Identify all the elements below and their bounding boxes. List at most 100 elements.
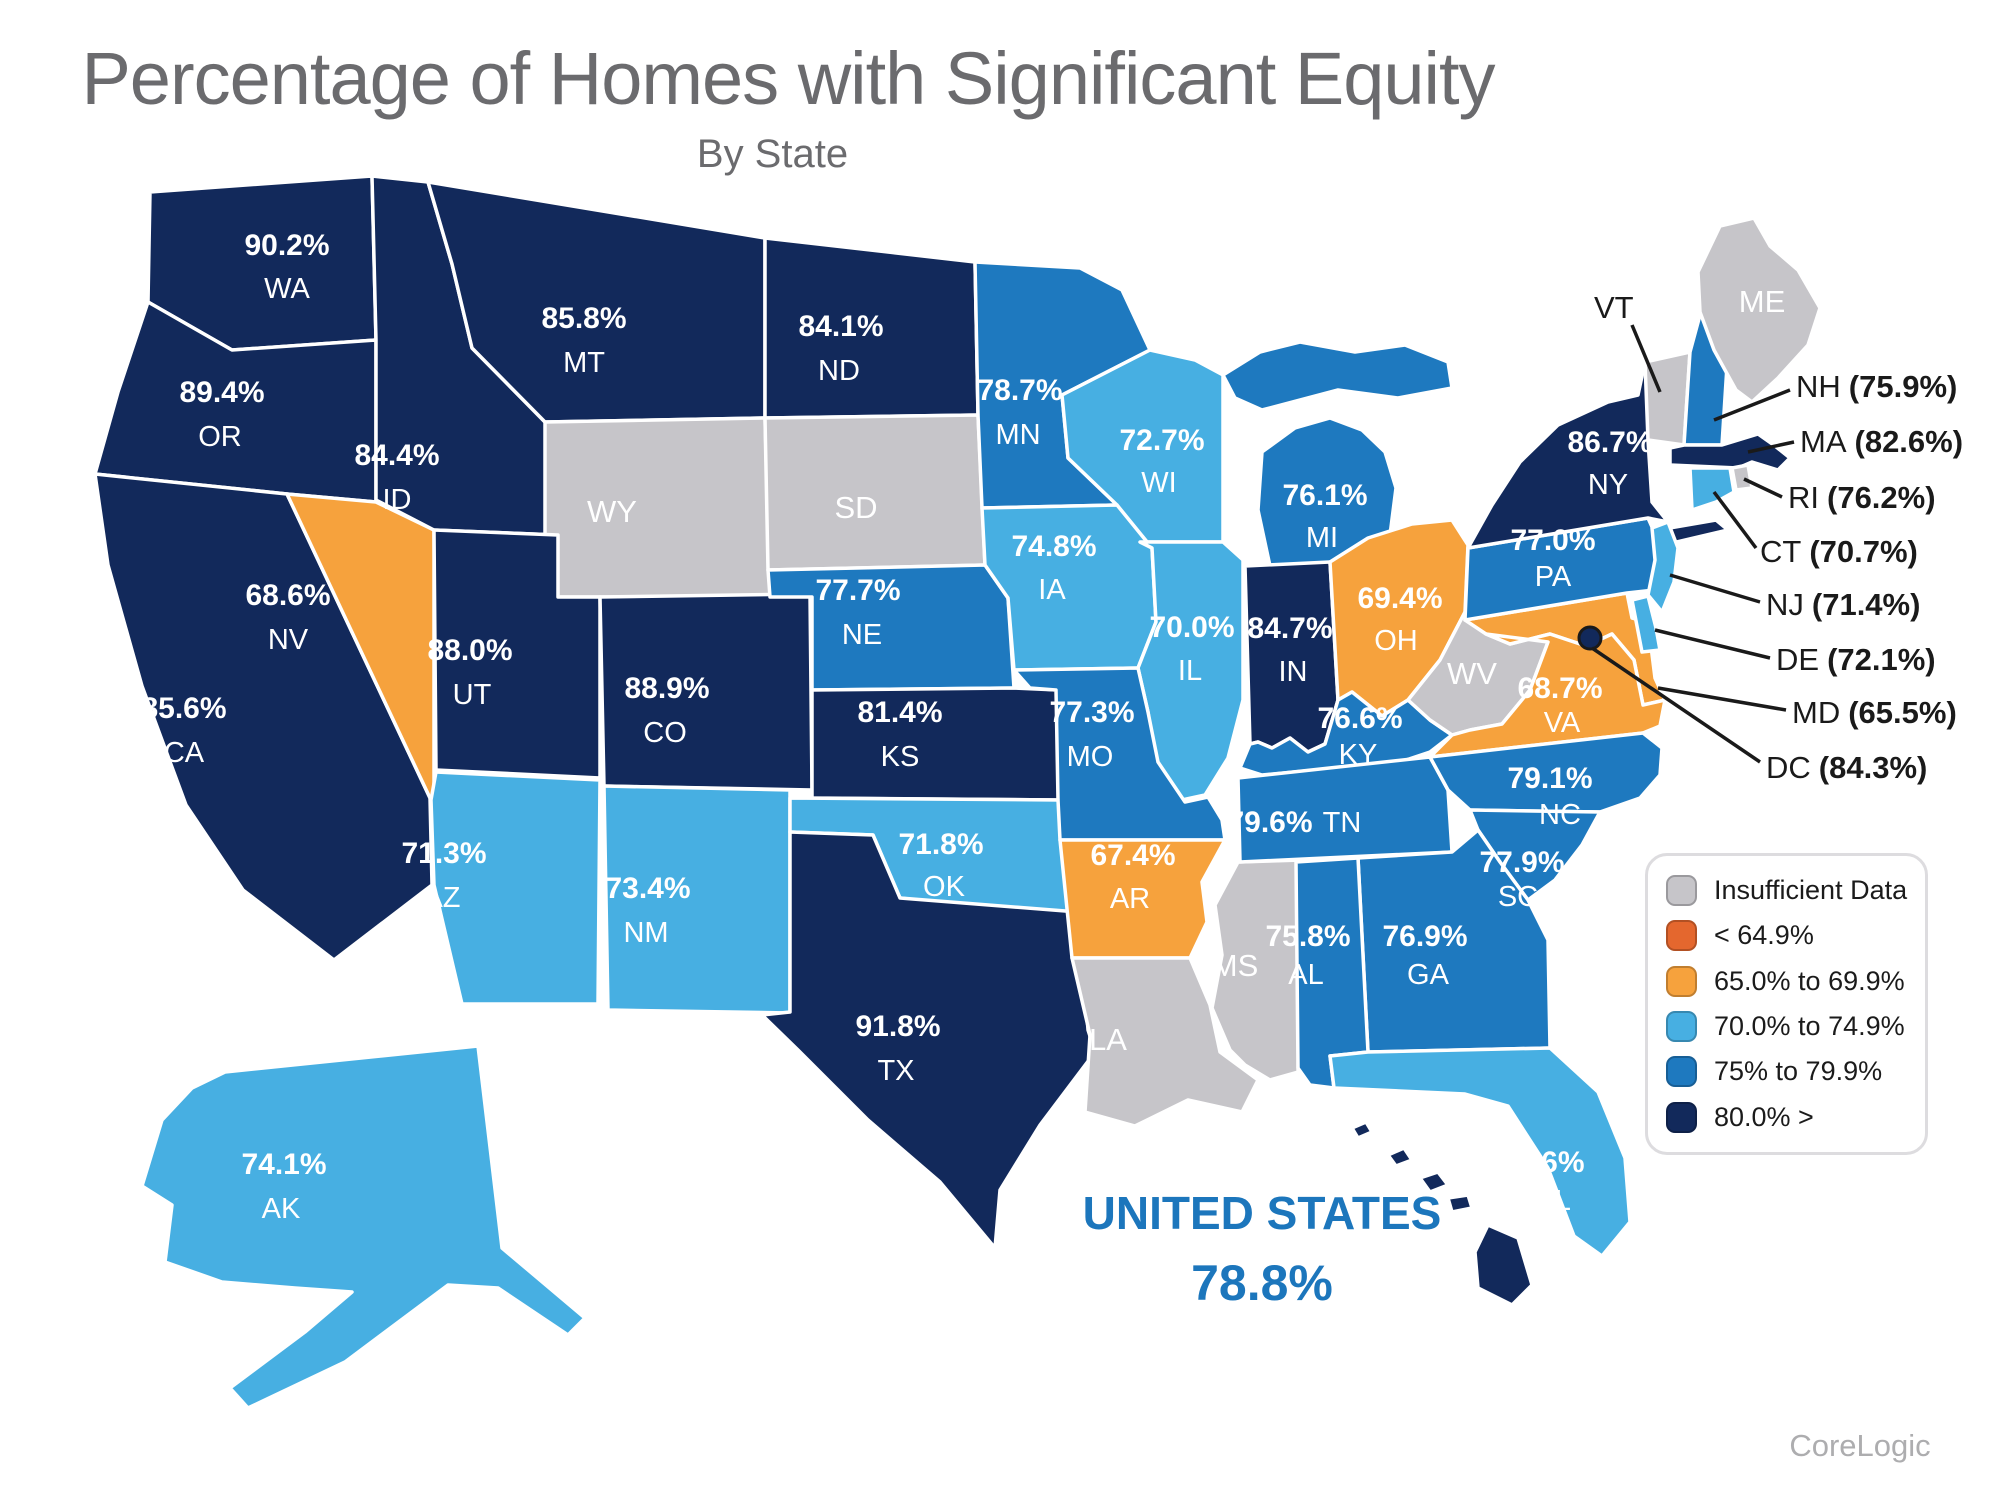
ar-value: 67.4% [1090,839,1175,872]
state-nc [1428,731,1664,814]
legend-label: < 64.9% [1714,920,1814,951]
sd-abbr: SD [834,490,877,525]
legend-swatch-75-to-79-9 [1666,1056,1697,1088]
legend-label: 80.0% > [1714,1101,1814,1132]
legend-swatch-65-to-69-9 [1666,965,1697,997]
mo-abbr: MO [1067,741,1114,773]
ky-abbr: KY [1339,739,1378,771]
ca-value: 85.6% [141,692,226,725]
wa-abbr: WA [264,273,310,305]
nv-abbr: NV [268,624,309,656]
me-abbr: ME [1739,284,1786,319]
il-abbr: IL [1178,655,1202,687]
ks-abbr: KS [881,741,920,773]
state-mi-upper [1221,340,1454,412]
ma-callout-label: MA (82.6%) [1800,424,1963,459]
tn-value: 79.6% [1227,806,1312,839]
nh-callout-label: NH (75.9%) [1796,369,1957,404]
nj-callout-line [1669,573,1761,604]
state-value-labels: 90.2% WA 89.4% OR 85.6% CA 84.4% ID 68.6… [141,229,1785,1321]
md-callout-line [1657,686,1787,712]
va-abbr: VA [1544,707,1581,739]
legend-item-75-to-79-9: 75% to 79.9% [1666,1056,1925,1088]
fl-value: 73.6% [1499,1146,1584,1179]
la-abbr: LA [1089,1022,1127,1057]
dc-callout-line [1591,646,1761,764]
ms-abbr: MS [1212,948,1259,983]
state-hi-island-3 [1418,1170,1450,1194]
state-tx [760,830,1097,1250]
ia-abbr: IA [1038,574,1066,606]
northeast-callouts: VT NH (75.9%) MA (82.6%) RI (76.2%) CT (70.7… [1591,290,1963,785]
id-value: 84.4% [354,439,439,472]
ct-callout-line [1712,490,1758,550]
oh-value: 69.4% [1357,582,1442,615]
state-hi-island-1 [1350,1120,1374,1140]
ny-value: 86.7% [1567,426,1652,459]
mo-value: 77.3% [1049,696,1134,729]
hi-value: 91.1% [1357,1246,1442,1279]
md-callout-label: MD (65.5%) [1792,695,1957,730]
tx-abbr: TX [877,1055,914,1087]
ga-abbr: GA [1407,959,1450,991]
legend-label: Insufficient Data [1714,875,1908,906]
state-mo [1012,666,1227,842]
fl-abbr: FL [1537,1185,1571,1217]
nm-abbr: NM [623,917,668,949]
pa-abbr: PA [1535,561,1572,593]
ne-value: 77.7% [815,574,900,607]
state-wy [543,416,772,599]
state-shapes [93,174,1822,1410]
state-az [429,770,602,1006]
wv-abbr: WV [1447,656,1497,691]
ct-callout-label: CT (70.7%) [1760,534,1918,569]
de-callout-label: DE (72.1%) [1776,642,1936,677]
vt-callout-line [1630,324,1662,393]
ca-abbr: CA [164,737,205,769]
nc-abbr: NC [1539,799,1581,831]
ak-abbr: AK [262,1193,301,1225]
ne-abbr: NE [842,619,882,651]
page-subtitle: By State [696,132,849,176]
ut-value: 88.0% [427,634,512,667]
wa-value: 90.2% [244,229,329,262]
in-abbr: IN [1279,656,1308,688]
ri-callout-line [1743,477,1783,499]
nd-abbr: ND [818,355,860,387]
hi-abbr: HI [1392,1289,1421,1321]
attribution-corelogic: CoreLogic [1789,1428,1931,1463]
ks-value: 81.4% [857,696,942,729]
ny-abbr: NY [1588,469,1628,501]
state-mi-lower [1256,416,1398,568]
az-abbr: AZ [423,882,460,914]
al-value: 75.8% [1265,920,1350,953]
va-value: 68.7% [1517,672,1602,705]
ma-callout-line [1747,440,1795,454]
mt-abbr: MT [563,347,605,379]
nv-value: 68.6% [245,579,330,612]
state-de [1630,594,1662,654]
state-ri [1730,463,1754,492]
state-hi-island-5 [1473,1223,1534,1307]
legend: Insufficient Data < 64.9% 65.0% to 69.9%… [1645,853,1928,1155]
legend-item-insufficient-data: Insufficient Data [1666,875,1925,907]
state-ct [1688,466,1736,512]
pa-value: 77.0% [1510,524,1595,557]
wy-abbr: WY [587,494,637,529]
sc-abbr: SC [1498,881,1538,913]
co-abbr: CO [643,717,687,749]
nc-value: 79.1% [1507,762,1592,795]
us-total-label: UNITED STATES [1082,1187,1442,1239]
co-value: 88.9% [624,672,709,705]
al-abbr: AL [1288,959,1323,991]
dc-callout-label: DC (84.3%) [1766,750,1927,785]
state-ky [1238,690,1454,777]
legend-item-65-to-69-9: 65.0% to 69.9% [1666,965,1925,997]
state-tn [1236,755,1454,864]
wi-abbr: WI [1141,467,1176,499]
nm-value: 73.4% [605,872,690,905]
legend-swatch-70-to-74-9 [1666,1011,1697,1043]
state-hi-island-4 [1446,1193,1474,1214]
us-total-value: 78.8% [1191,1255,1333,1311]
